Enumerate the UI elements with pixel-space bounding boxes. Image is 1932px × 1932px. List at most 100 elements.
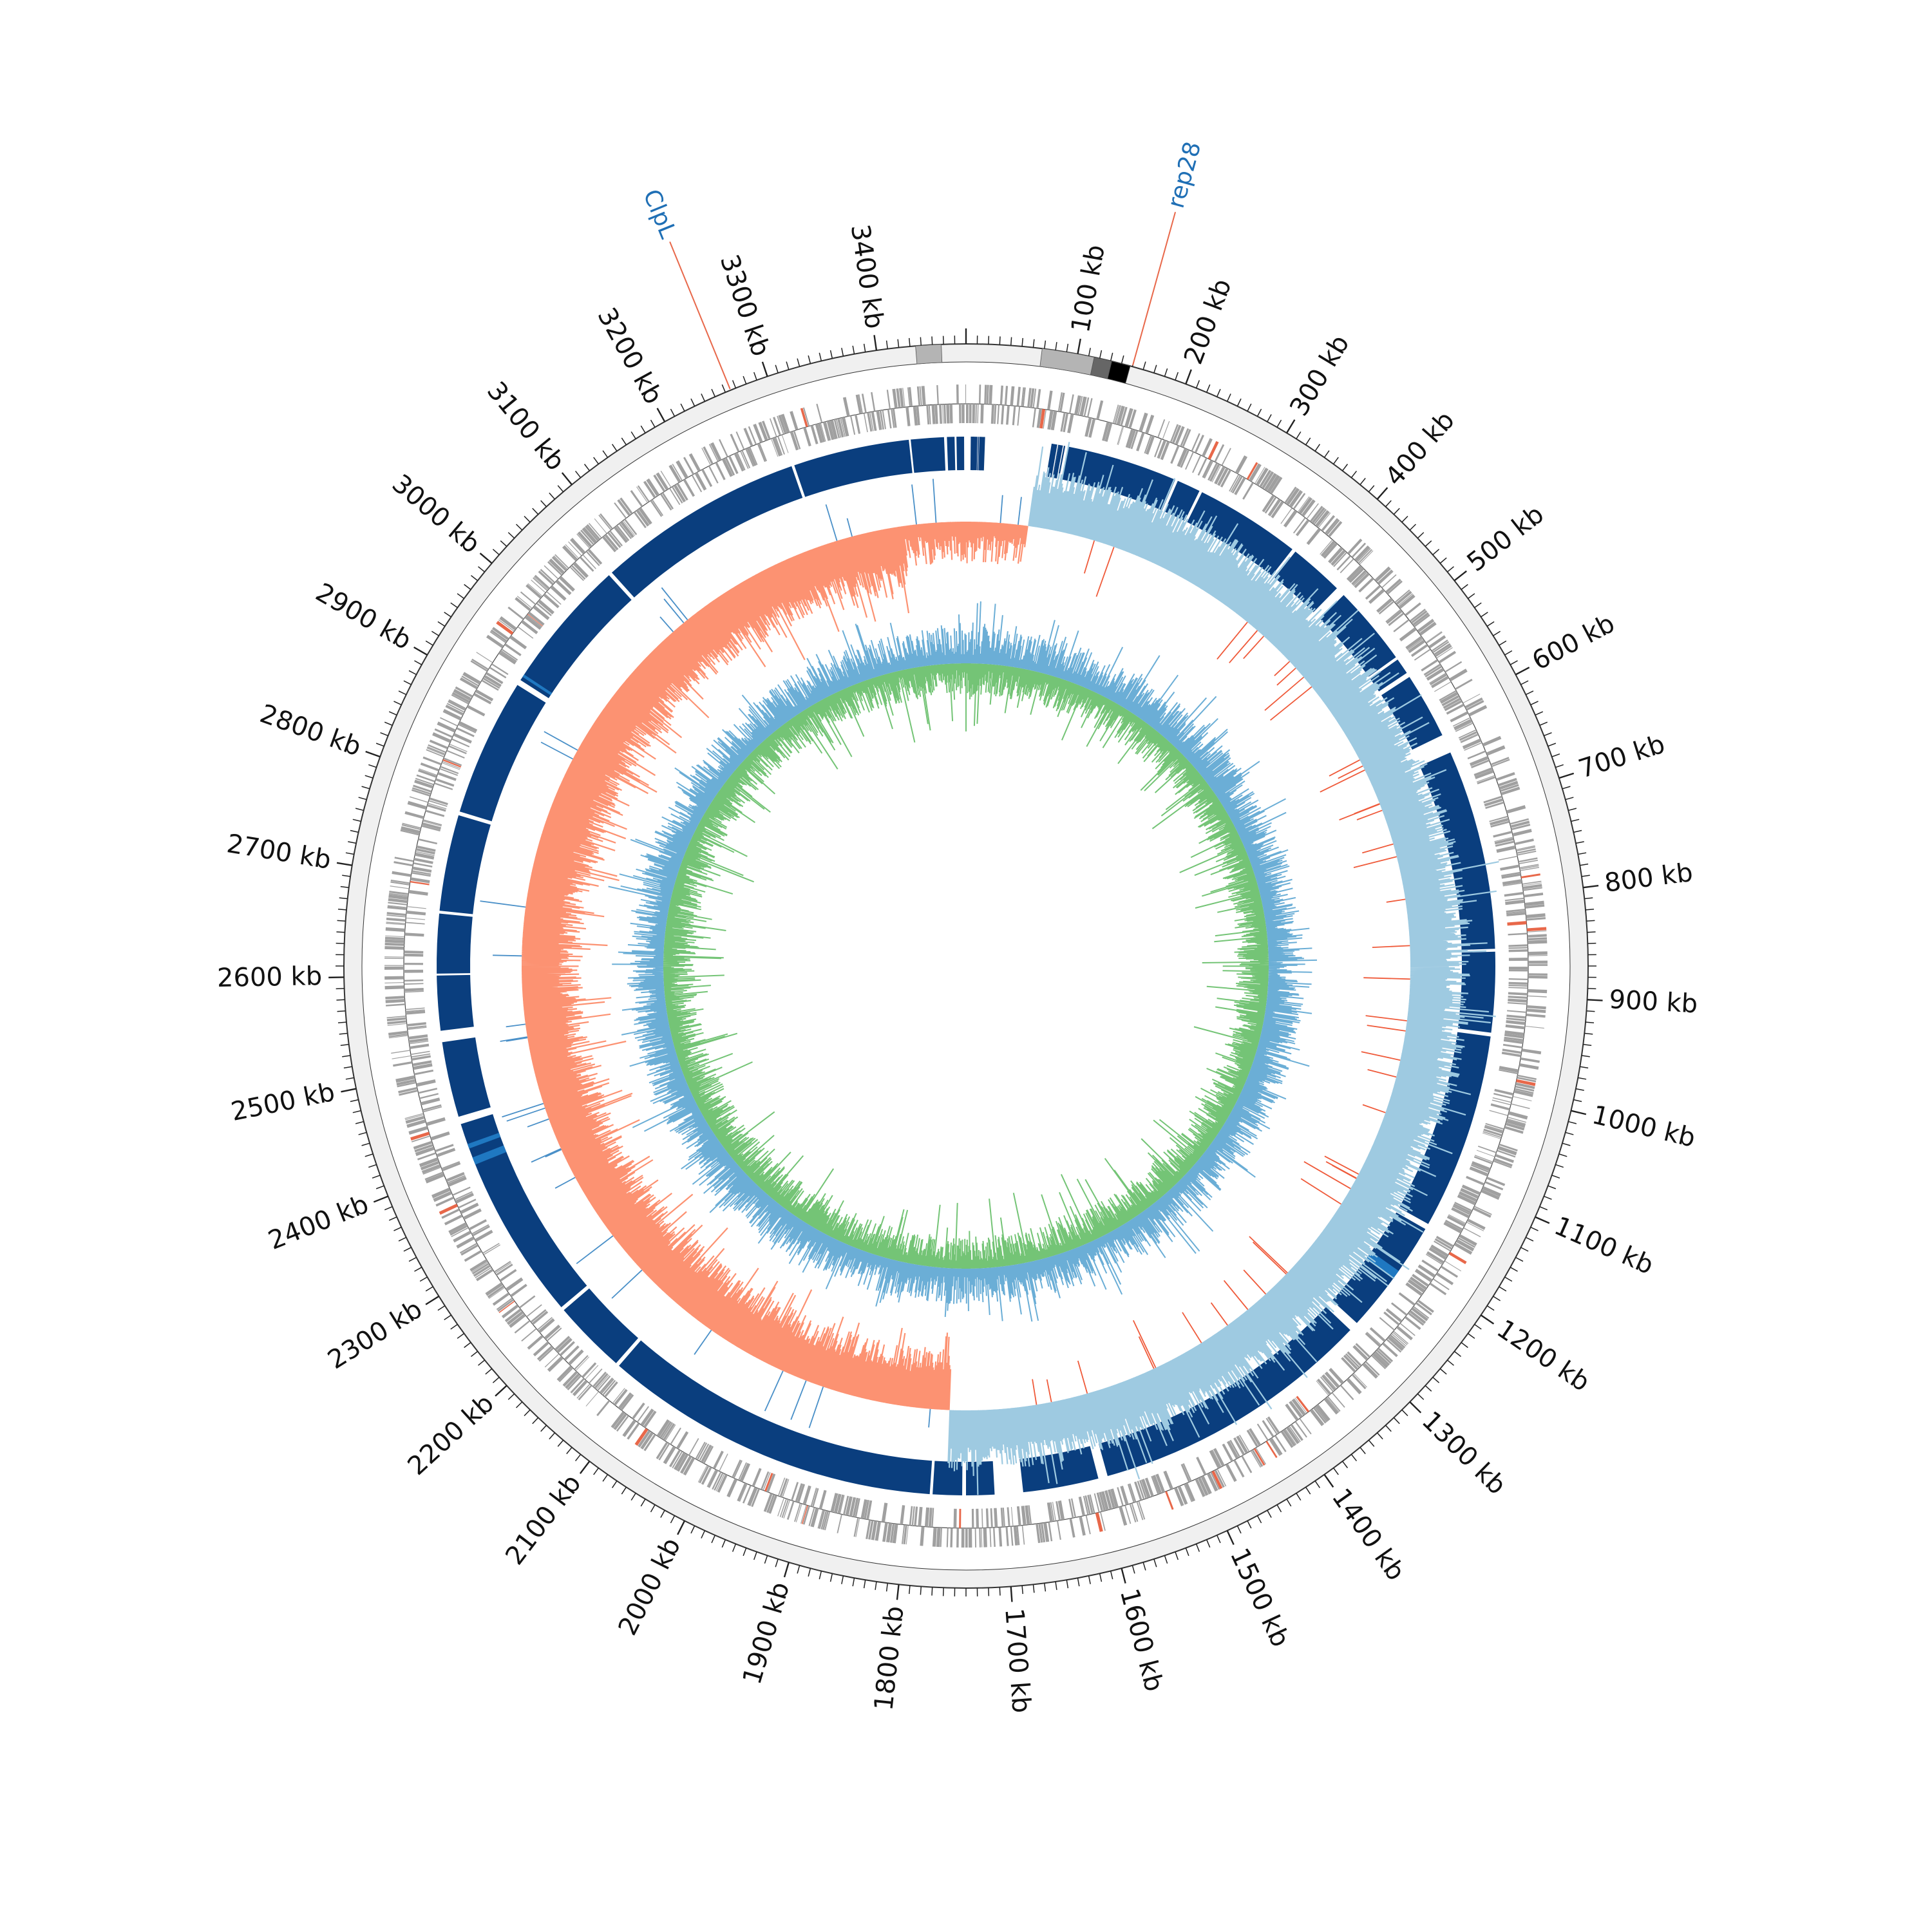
gene: [673, 484, 687, 503]
gene: [415, 1146, 435, 1157]
similarity-segment: [1457, 951, 1495, 1033]
gene: [1289, 489, 1303, 508]
gene: [471, 1224, 489, 1235]
minor-tick: [352, 819, 361, 822]
gene: [887, 409, 892, 429]
gene: [640, 1432, 654, 1450]
gene: [498, 651, 516, 665]
gene: [426, 804, 446, 812]
gene: [618, 523, 632, 540]
gene: [565, 544, 580, 559]
minor-tick: [384, 1206, 393, 1211]
gene: [1506, 1014, 1526, 1019]
gene: [1251, 1449, 1264, 1467]
gene: [969, 404, 972, 424]
gene: [422, 1106, 442, 1113]
gene: [1128, 429, 1137, 449]
gene: [1489, 815, 1508, 822]
minor-tick: [1530, 701, 1539, 706]
gene: [636, 1406, 649, 1423]
gene: [1290, 1424, 1303, 1441]
gene: [1356, 547, 1371, 563]
gene: [921, 386, 926, 406]
gene: [909, 1506, 913, 1526]
major-tick: [425, 1295, 440, 1305]
gene: [616, 525, 630, 542]
similarity-segment: [564, 1288, 638, 1363]
minor-tick: [1439, 557, 1447, 564]
gene: [1296, 1396, 1310, 1413]
gene: [733, 1460, 743, 1479]
gene: [1048, 1522, 1053, 1542]
gene: [1329, 1367, 1345, 1385]
minor-tick: [492, 549, 500, 555]
gene: [413, 858, 433, 864]
minor-tick: [690, 398, 696, 407]
gene: [461, 676, 479, 687]
gene: [968, 1528, 972, 1548]
gene: [1238, 1434, 1250, 1452]
major-tick: [896, 1584, 900, 1600]
gene: [1208, 440, 1219, 460]
gene: [526, 1304, 542, 1318]
minor-tick: [1571, 819, 1580, 822]
gene: [1470, 1164, 1490, 1173]
minor-tick: [1393, 1417, 1400, 1425]
minor-tick: [1377, 1432, 1383, 1440]
gene: [1482, 1132, 1501, 1139]
gene: [1409, 609, 1426, 622]
gene: [1508, 947, 1528, 949]
gene: [1506, 1019, 1526, 1025]
gene: [1086, 398, 1093, 417]
gene: [1466, 700, 1484, 711]
gene: [1039, 1523, 1043, 1543]
similarity-segment: [978, 437, 985, 471]
gene: [1351, 542, 1367, 558]
gene: [1165, 1491, 1174, 1510]
gene: [494, 1260, 511, 1273]
gene: [886, 1522, 893, 1543]
gene: [1435, 1236, 1454, 1248]
gene: [1435, 1272, 1454, 1285]
minor-tick: [1568, 1121, 1577, 1124]
gene: [1180, 428, 1189, 447]
minor-tick: [1486, 621, 1495, 627]
gene: [1346, 1378, 1362, 1395]
gene: [1294, 1421, 1307, 1438]
minor-tick: [711, 388, 715, 397]
gene: [703, 446, 714, 465]
minor-tick: [403, 1247, 412, 1252]
scale-label: 1500 kb: [1224, 1544, 1295, 1651]
gene: [385, 927, 405, 932]
gene: [752, 1468, 762, 1487]
gene: [567, 1349, 584, 1366]
minor-tick: [808, 355, 811, 364]
minor-tick: [583, 464, 590, 471]
gene: [507, 606, 524, 620]
minor-tick: [1510, 1267, 1518, 1272]
gene: [468, 1219, 487, 1231]
gene: [637, 485, 650, 502]
minor-tick: [1385, 500, 1392, 507]
gene: [1125, 428, 1134, 448]
gene: [1241, 1455, 1253, 1473]
gene: [1514, 1088, 1534, 1094]
minor-tick: [500, 540, 507, 547]
gene: [426, 1117, 446, 1126]
gene: [1358, 549, 1372, 564]
gene: [1510, 820, 1530, 828]
gene: [842, 397, 850, 417]
scale-label: 900 kb: [1608, 985, 1698, 1019]
scale-label: 1300 kb: [1416, 1406, 1512, 1501]
gene: [434, 782, 453, 790]
gene: [496, 1297, 513, 1311]
gene: [879, 410, 884, 430]
minor-tick: [1314, 444, 1321, 451]
gene: [1036, 1523, 1041, 1544]
gene: [1440, 1265, 1459, 1278]
gene: [1526, 1005, 1546, 1010]
minor-tick: [593, 1468, 599, 1475]
gene: [618, 1392, 632, 1410]
gene: [607, 531, 621, 548]
gene: [1259, 469, 1272, 488]
